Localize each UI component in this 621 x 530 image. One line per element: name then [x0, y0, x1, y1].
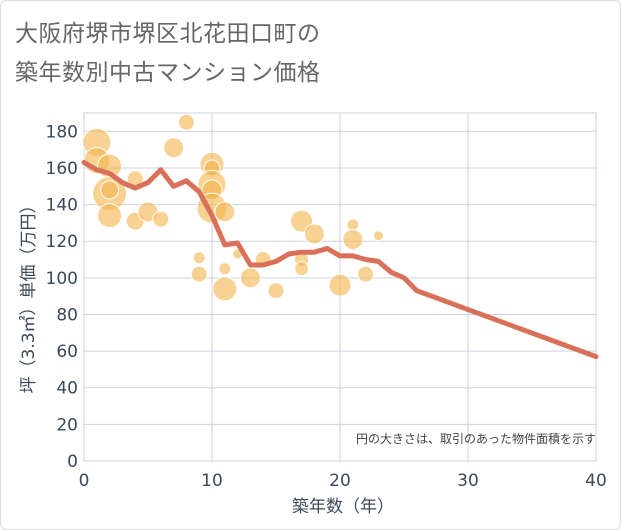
data-bubble [303, 223, 325, 245]
average-price-line [81, 160, 599, 360]
chart-title-line1: 大阪府堺市堺区北花田口町の [15, 21, 321, 47]
data-bubble [328, 273, 352, 297]
trend-line-layer [81, 160, 599, 360]
x-tick-label: 0 [79, 471, 90, 491]
bubble-layer [82, 113, 384, 302]
chart-title-line2: 築年数別中古マンション価格 [15, 60, 321, 86]
y-tick-label: 140 [46, 196, 78, 216]
y-tick-label: 80 [56, 305, 78, 325]
y-tick-label: 100 [46, 269, 78, 289]
data-bubble [212, 276, 238, 302]
y-tick-label: 20 [56, 415, 78, 435]
x-tick-label: 30 [457, 471, 479, 491]
tick-labels: 0 20 40 60 80 100 120 140 160 180 0 10 20 30 40 [46, 122, 607, 491]
data-bubble [372, 230, 384, 242]
y-tick-label: 160 [46, 159, 78, 179]
data-bubble [218, 262, 232, 276]
x-axis-label: 築年数（年） [292, 497, 394, 517]
x-tick-label: 20 [329, 471, 351, 491]
y-tick-label: 40 [56, 379, 78, 399]
y-tick-label: 0 [67, 452, 78, 472]
data-bubble [190, 265, 208, 283]
data-bubble [192, 251, 206, 265]
data-bubble [177, 113, 195, 131]
y-axis-label: 坪（3.3㎡）単価（万円） [19, 196, 39, 393]
data-bubble [357, 265, 375, 283]
data-bubble [97, 203, 123, 229]
data-bubble [294, 261, 310, 277]
data-bubble [100, 180, 120, 200]
data-bubble [214, 201, 236, 223]
bubble-size-note: 円の大きさは、取引のあった物件面積を示す [356, 431, 596, 446]
data-bubble [267, 282, 285, 300]
y-tick-label: 180 [46, 122, 78, 142]
data-bubble [342, 228, 364, 250]
x-tick-label: 40 [585, 471, 607, 491]
data-bubble [163, 137, 185, 159]
y-tick-label: 120 [46, 232, 78, 252]
data-bubble [152, 210, 170, 228]
y-tick-label: 60 [56, 342, 78, 362]
data-bubble [239, 267, 261, 289]
x-tick-label: 10 [201, 471, 223, 491]
